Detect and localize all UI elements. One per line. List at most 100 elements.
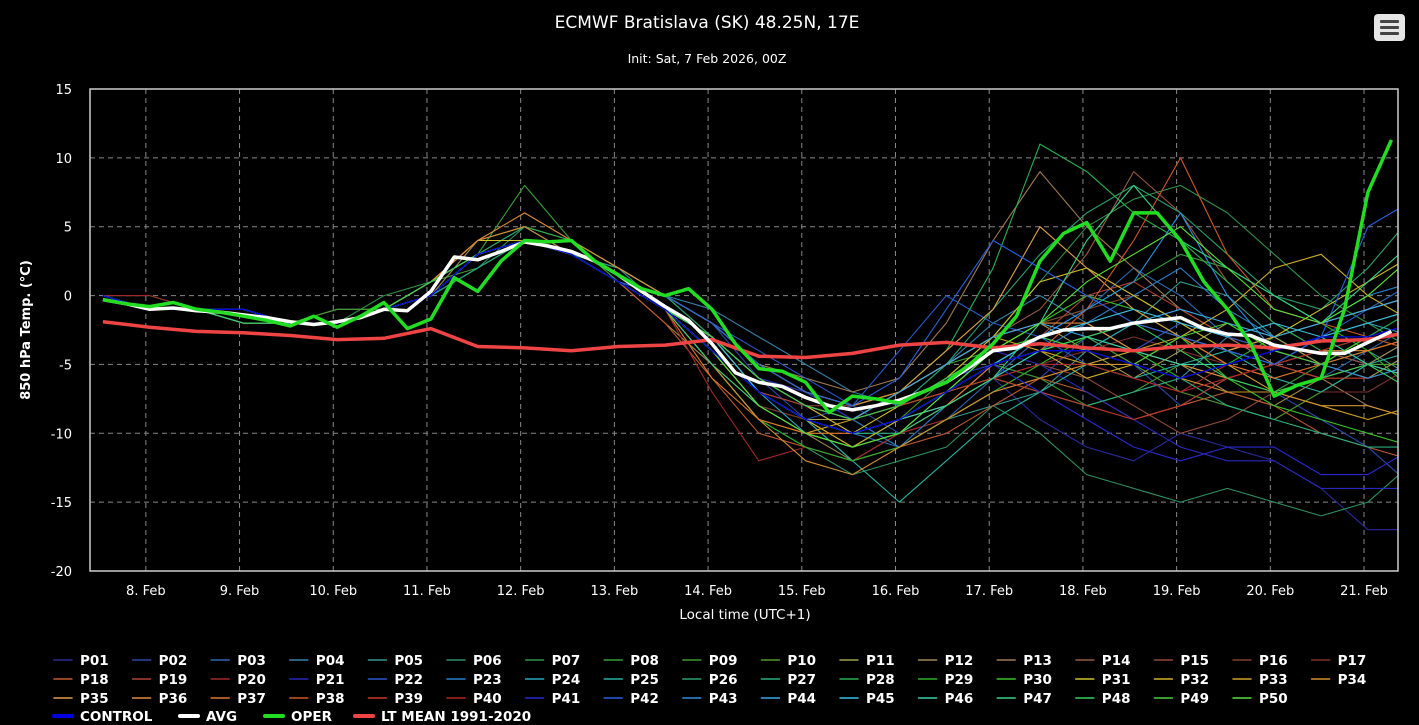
- legend-item-p44[interactable]: P44: [760, 691, 816, 707]
- legend-item-p30[interactable]: P30: [996, 672, 1052, 688]
- legend-label: P08: [630, 653, 659, 669]
- legend-item-p46[interactable]: P46: [917, 691, 974, 707]
- avg-line: [102, 240, 1393, 412]
- x-tick-label: 17. Feb: [965, 584, 1013, 599]
- legend-item-p20[interactable]: P20: [210, 672, 266, 688]
- legend-item-p34[interactable]: P34: [1310, 672, 1367, 688]
- legend-item-control[interactable]: CONTROL: [52, 709, 153, 725]
- legend-item-p23[interactable]: P23: [446, 672, 502, 688]
- legend-item-p40[interactable]: P40: [446, 691, 502, 707]
- oper-line: [102, 139, 1393, 415]
- legend-item-p12[interactable]: P12: [917, 653, 974, 669]
- legend-item-lt-mean[interactable]: LT MEAN 1991-2020: [353, 709, 531, 725]
- legend-item-p33[interactable]: P33: [1232, 672, 1288, 688]
- legend-item-p41[interactable]: P41: [524, 691, 581, 707]
- grid: [90, 89, 1398, 571]
- legend-item-p19[interactable]: P19: [131, 672, 188, 688]
- chart-menu-button[interactable]: [1374, 14, 1405, 41]
- hamburger-menu-icon: [1380, 20, 1399, 23]
- legend-label: P01: [80, 653, 109, 669]
- legend-item-p15[interactable]: P15: [1153, 653, 1209, 669]
- legend-label: P31: [1102, 672, 1131, 688]
- x-tick-label: 10. Feb: [309, 584, 357, 599]
- legend-item-p18[interactable]: P18: [53, 672, 109, 688]
- legend-label: OPER: [291, 709, 333, 725]
- legend-item-p02[interactable]: P02: [131, 653, 188, 669]
- legend-item-p16[interactable]: P16: [1232, 653, 1288, 669]
- legend-item-p37[interactable]: P37: [210, 691, 266, 707]
- legend-item-p32[interactable]: P32: [1153, 672, 1209, 688]
- x-axis-label: Local time (UTC+1): [679, 607, 810, 623]
- legend-item-p22[interactable]: P22: [367, 672, 423, 688]
- legend-item-p09[interactable]: P09: [682, 653, 738, 669]
- legend-label: P06: [473, 653, 502, 669]
- legend-label: P19: [159, 672, 188, 688]
- legend-item-p24[interactable]: P24: [524, 672, 581, 688]
- legend-item-p48[interactable]: P48: [1075, 691, 1131, 707]
- y-tick-label: -15: [51, 496, 72, 511]
- legend-item-p04[interactable]: P04: [289, 653, 345, 669]
- hamburger-menu-icon-bar: [1380, 26, 1399, 29]
- legend-label: P14: [1102, 653, 1131, 669]
- legend-item-p29[interactable]: P29: [917, 672, 974, 688]
- legend-label: P16: [1259, 653, 1288, 669]
- y-tick-label: -10: [51, 427, 72, 442]
- legend-item-p07[interactable]: P07: [524, 653, 581, 669]
- legend-item-p47[interactable]: P47: [996, 691, 1052, 707]
- legend-label: P38: [316, 691, 345, 707]
- legend-item-p39[interactable]: P39: [367, 691, 423, 707]
- legend-item-p01[interactable]: P01: [53, 653, 109, 669]
- legend-item-p25[interactable]: P25: [603, 672, 659, 688]
- legend-label: P18: [80, 672, 109, 688]
- legend-item-p11[interactable]: P11: [839, 653, 895, 669]
- legend-item-p06[interactable]: P06: [446, 653, 502, 669]
- legend-item-p26[interactable]: P26: [682, 672, 738, 688]
- legend-item-p36[interactable]: P36: [131, 691, 188, 707]
- legend-item-p03[interactable]: P03: [210, 653, 266, 669]
- legend-item-oper[interactable]: OPER: [263, 709, 333, 725]
- x-tick-label: 19. Feb: [1153, 584, 1201, 599]
- legend-item-p14[interactable]: P14: [1075, 653, 1131, 669]
- y-tick-label: 0: [64, 290, 72, 305]
- legend-label: P35: [80, 691, 109, 707]
- x-tick-label: 9. Feb: [220, 584, 260, 599]
- legend-item-p28[interactable]: P28: [839, 672, 895, 688]
- x-tick-label: 12. Feb: [497, 584, 545, 599]
- legend-label: P49: [1180, 691, 1209, 707]
- legend-item-p13[interactable]: P13: [996, 653, 1052, 669]
- member-line-p26: [102, 184, 1398, 421]
- y-axis-ticks: 15 10 5 0 -5 -10 -15 -20: [51, 83, 72, 580]
- legend-item-p17[interactable]: P17: [1310, 653, 1367, 669]
- legend-item-p21[interactable]: P21: [289, 672, 345, 688]
- legend-label: P13: [1023, 653, 1052, 669]
- legend-item-avg[interactable]: AVG: [178, 709, 237, 725]
- legend-label: P03: [237, 653, 266, 669]
- legend-label: P04: [316, 653, 345, 669]
- legend-label: LT MEAN 1991-2020: [381, 709, 531, 725]
- y-tick-label: -20: [51, 565, 72, 580]
- legend-item-p10[interactable]: P10: [760, 653, 816, 669]
- legend-item-p35[interactable]: P35: [53, 691, 109, 707]
- legend-item-p42[interactable]: P42: [603, 691, 659, 707]
- legend-label: P37: [237, 691, 266, 707]
- legend-label: P24: [552, 672, 581, 688]
- legend-item-p50[interactable]: P50: [1232, 691, 1288, 707]
- legend-item-p05[interactable]: P05: [367, 653, 423, 669]
- legend-item-p31[interactable]: P31: [1075, 672, 1131, 688]
- legend-label: P32: [1180, 672, 1209, 688]
- y-tick-label: -5: [59, 358, 72, 373]
- member-line-p06: [102, 226, 1398, 517]
- legend-item-p08[interactable]: P08: [603, 653, 659, 669]
- chart-subtitle: Init: Sat, 7 Feb 2026, 00Z: [628, 51, 787, 66]
- legend-item-p45[interactable]: P45: [839, 691, 895, 707]
- legend-label: P22: [394, 672, 423, 688]
- member-line-p42: [102, 208, 1398, 407]
- series-lines: [102, 139, 1398, 531]
- legend-item-p43[interactable]: P43: [682, 691, 738, 707]
- legend-item-p49[interactable]: P49: [1153, 691, 1209, 707]
- legend-item-p27[interactable]: P27: [760, 672, 816, 688]
- legend-label: P43: [709, 691, 738, 707]
- legend-item-p38[interactable]: P38: [289, 691, 345, 707]
- x-tick-label: 16. Feb: [872, 584, 920, 599]
